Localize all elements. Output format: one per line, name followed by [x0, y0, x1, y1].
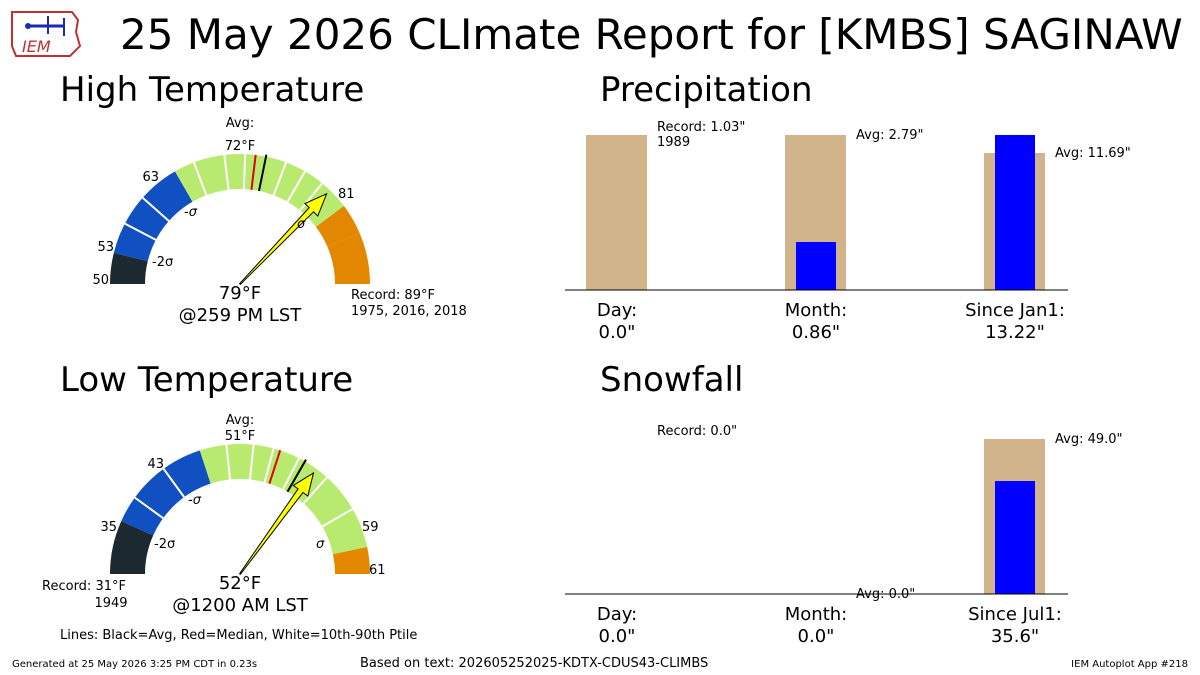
low-temp-gauge: Avg: 51°F 35 43 59 61 -2σ -σ σ 52°F @120… — [42, 413, 386, 616]
precip-annotation-record: Record: 1.03" 1989 — [657, 120, 745, 150]
precip-val-day: 0.0" — [599, 322, 636, 343]
high-temp-tick-63: 63 — [142, 170, 159, 185]
lines-legend-note: Lines: Black=Avg, Red=Median, White=10th… — [60, 628, 418, 643]
high-temp-band-1 — [113, 171, 193, 262]
low-temp-percentile-line-7 — [321, 507, 354, 528]
source-text-id: Based on text: 202605252025-KDTX-CDUS43-… — [360, 656, 709, 671]
low-temp-sigma-minus2: -2σ — [154, 537, 175, 552]
logo-text: IEM — [22, 37, 51, 56]
high-temp-needle — [238, 192, 328, 285]
precip-cat-month: Month: — [785, 300, 847, 321]
low-temp-needle — [238, 471, 315, 575]
high-temp-band-4 — [327, 233, 370, 284]
precip-val-month: 0.86" — [792, 322, 840, 343]
low-temp-tick-35: 35 — [100, 520, 117, 535]
low-temp-sigma-minus1: -σ — [188, 493, 202, 508]
high-temp-percentile-line-3 — [223, 153, 230, 190]
snow-val-month: 0.0" — [798, 626, 835, 647]
precip-annotation-ytd-avg: Avg: 11.69" — [1055, 146, 1131, 161]
high-temp-avg-line — [258, 154, 268, 192]
high-temp-record: Record: 89°F — [351, 288, 435, 303]
low-temp-band-1 — [121, 450, 211, 536]
iem-logo: IEM — [11, 11, 82, 57]
high-temp-percentile-line-0 — [123, 222, 157, 241]
low-temp-tick-59: 59 — [362, 520, 379, 535]
precip-cat-day: Day: — [597, 300, 637, 321]
low-temp-avg-value: 51°F — [225, 429, 256, 444]
snow-cat-day: Day: — [597, 604, 637, 625]
low-temp-percentile-line-0 — [133, 496, 164, 519]
snow-val-day: 0.0" — [599, 626, 636, 647]
low-temp-bands — [110, 444, 370, 574]
snow-chart: Record: 0.0" Avg: 0.0" Avg: 49.0" Day: 0… — [565, 424, 1123, 647]
precip-bg-bar-day — [586, 135, 647, 290]
high-temp-tick-81: 81 — [338, 187, 355, 202]
precip-obs-bar-ytd — [995, 135, 1035, 290]
low-temp-percentile-line-3 — [248, 443, 255, 480]
snow-title: Snowfall — [600, 360, 744, 400]
high-temp-tick-50: 50 — [92, 273, 109, 288]
snow-annotation-season-avg: Avg: 49.0" — [1055, 432, 1123, 447]
low-temp-avg-line — [286, 459, 307, 493]
low-temp-record-years: 1949 — [94, 596, 127, 611]
precip-val-ytd: 13.22" — [985, 322, 1045, 343]
low-temp-sigma-plus1: σ — [316, 537, 325, 552]
high-temp-band-0 — [110, 252, 148, 284]
high-temp-sigma-minus2: -2σ — [152, 255, 173, 270]
snow-annotation-month-avg: Avg: 0.0" — [856, 587, 915, 602]
high-temp-percentile-line-5 — [272, 161, 288, 196]
high-temp-avg-label: Avg: — [226, 116, 254, 131]
snow-cat-season: Since Jul1: — [968, 604, 1062, 625]
high-temp-time: @259 PM LST — [179, 305, 303, 326]
high-temp-percentile-lines — [123, 153, 324, 241]
low-temp-tick-43: 43 — [147, 457, 164, 472]
high-temp-avg-value: 72°F — [225, 139, 256, 154]
precip-chart: Record: 1.03" 1989 Avg: 2.79" Avg: 11.69"… — [565, 120, 1131, 343]
high-temp-band-3 — [315, 205, 360, 247]
high-temp-percentile-line-1 — [141, 196, 170, 222]
high-temp-sigma-minus1: -σ — [184, 205, 198, 220]
high-temp-value: 79°F — [219, 283, 261, 304]
high-temp-title: High Temperature — [60, 70, 365, 110]
low-temp-tick-61: 61 — [369, 563, 386, 578]
low-temp-median-line — [268, 450, 282, 484]
snow-annotation-record: Record: 0.0" — [657, 424, 737, 439]
low-temp-avg-label: Avg: — [226, 413, 254, 428]
high-temp-percentile-line-7 — [299, 181, 324, 212]
low-temp-band-2 — [199, 444, 368, 555]
precip-cat-ytd: Since Jan1: — [965, 300, 1065, 321]
snow-obs-bar-season — [995, 481, 1035, 594]
snow-cat-month: Month: — [785, 604, 847, 625]
autoplot-app-id: IEM Autoplot App #218 — [1071, 659, 1188, 670]
low-temp-percentile-lines — [133, 443, 354, 528]
high-temp-median-line — [250, 154, 257, 190]
low-temp-percentile-line-5 — [282, 456, 301, 490]
high-temp-percentile-line-2 — [192, 161, 208, 196]
high-temp-gauge: Avg: 72°F 50 53 63 81 -2σ -σ σ 79°F @259… — [92, 116, 467, 326]
low-temp-value: 52°F — [219, 573, 261, 594]
high-temp-tick-53: 53 — [97, 240, 114, 255]
low-temp-percentile-line-6 — [302, 475, 329, 505]
low-temp-band-3 — [332, 546, 370, 574]
generated-timestamp: Generated at 25 May 2026 3:25 PM CDT in … — [12, 659, 258, 670]
precip-annotation-month-avg: Avg: 2.79" — [856, 128, 924, 143]
low-temp-title: Low Temperature — [60, 360, 354, 400]
snow-val-season: 35.6" — [991, 626, 1039, 647]
low-temp-percentile-line-4 — [263, 447, 275, 483]
low-temp-percentile-line-2 — [225, 443, 232, 480]
high-temp-percentile-line-6 — [286, 170, 307, 203]
precip-title: Precipitation — [600, 70, 813, 110]
low-temp-record: Record: 31°F — [42, 579, 126, 594]
high-temp-sigma-plus1: σ — [297, 217, 306, 232]
high-temp-record-years: 1975, 2016, 2018 — [351, 304, 467, 319]
precip-obs-bar-month — [796, 242, 836, 290]
low-temp-time: @1200 AM LST — [172, 595, 309, 616]
low-temp-percentile-line-1 — [162, 467, 185, 498]
high-temp-percentile-line-4 — [242, 153, 247, 190]
page-title: 25 May 2026 CLImate Report for [KMBS] SA… — [120, 10, 1183, 59]
low-temp-band-0 — [110, 521, 154, 574]
